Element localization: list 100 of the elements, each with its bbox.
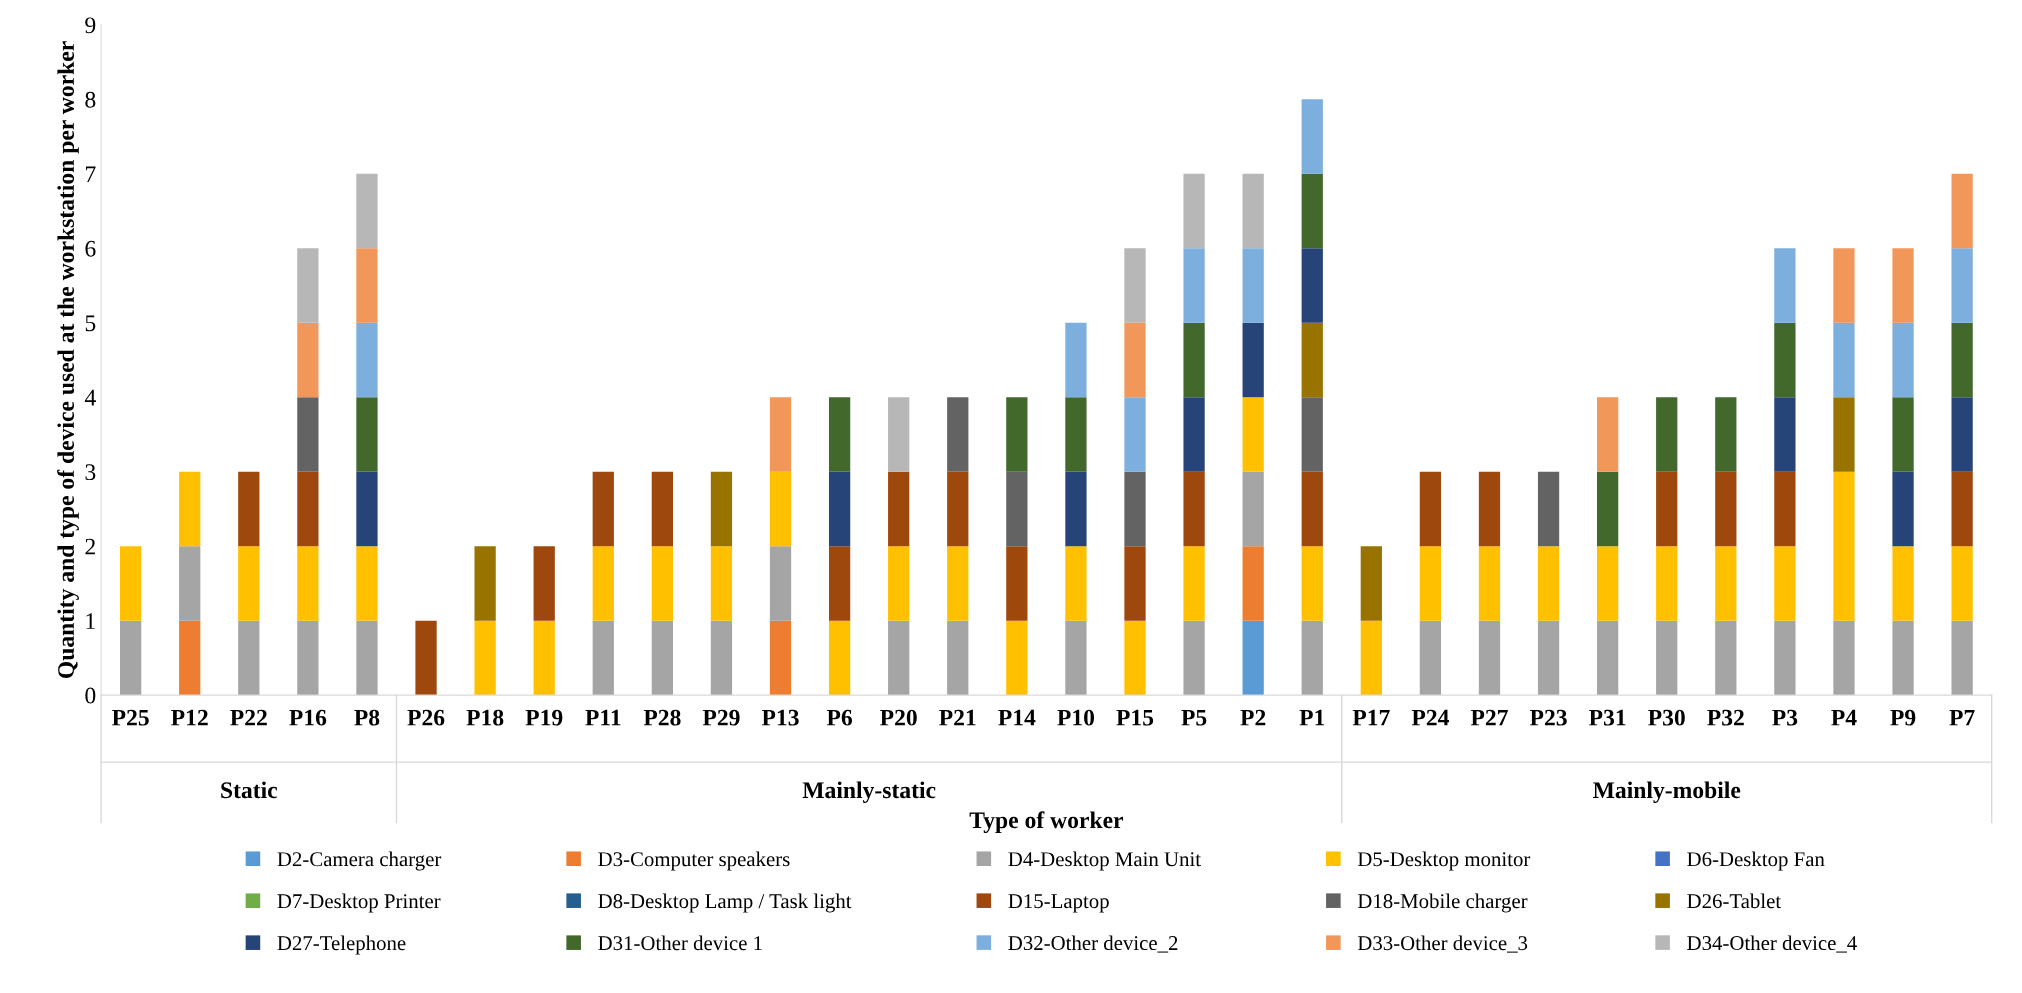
- bar: [1892, 322, 1914, 398]
- bar: [415, 620, 437, 696]
- y-tick-label: 5: [85, 315, 96, 332]
- bar: [1656, 546, 1678, 621]
- bar: [1419, 620, 1442, 696]
- bar: [947, 620, 969, 696]
- x-tick-label: P31: [1589, 709, 1626, 726]
- bar: [1183, 248, 1205, 323]
- bar: [474, 546, 496, 621]
- y-axis-title: Quantity and type of device used at the workstation per worker: [57, 41, 79, 678]
- legend-label: D32-Other device_2: [1008, 935, 1178, 953]
- x-tick-label: P8: [354, 709, 380, 726]
- bar: [533, 620, 555, 696]
- x-tick-label: P24: [1411, 709, 1449, 726]
- x-tick-label: P32: [1707, 709, 1744, 726]
- bar: [1715, 546, 1737, 621]
- bar: [1478, 471, 1501, 547]
- bar: [1183, 397, 1205, 472]
- bar: [1597, 620, 1619, 696]
- x-tick-label: P13: [761, 709, 799, 726]
- bar: [1242, 248, 1264, 323]
- bar: [238, 471, 260, 547]
- bar: [1833, 397, 1855, 472]
- bar: [1597, 546, 1619, 621]
- bar: [1183, 322, 1205, 398]
- bar: [238, 546, 260, 621]
- legend-label: D26-Tablet: [1687, 893, 1782, 909]
- x-tick-label: P25: [112, 709, 149, 726]
- bar: [888, 471, 910, 547]
- bar: [356, 471, 378, 547]
- legend-label: D8-Desktop Lamp / Task light: [598, 893, 852, 913]
- bar: [1774, 397, 1796, 472]
- bar: [1951, 173, 1973, 249]
- bar: [1833, 322, 1855, 398]
- bar: [1065, 322, 1087, 398]
- bar: [1537, 620, 1560, 696]
- x-tick-label: P5: [1181, 709, 1207, 726]
- bar: [1065, 546, 1087, 621]
- x-tick-label: P21: [939, 709, 976, 726]
- bar: [1242, 397, 1264, 472]
- bar: [888, 546, 910, 621]
- legend-label: D31-Other device 1: [598, 935, 762, 951]
- x-tick-label: P15: [1116, 709, 1154, 726]
- text: Mainly-static: [802, 781, 936, 804]
- bar: [1183, 173, 1205, 249]
- bar: [238, 620, 260, 696]
- bar: [651, 620, 673, 696]
- bar: [356, 397, 378, 472]
- bar: [356, 620, 378, 696]
- y-tick-label: 3: [85, 464, 96, 481]
- bar: [474, 620, 496, 696]
- bar: [1301, 546, 1323, 621]
- legend-label: D6-Desktop Fan: [1687, 851, 1825, 871]
- bar: [1833, 620, 1855, 696]
- bar: [1478, 620, 1501, 696]
- x-tick-label: P12: [171, 709, 208, 726]
- bar: [1006, 397, 1028, 472]
- bar: [1537, 471, 1560, 547]
- x-tick-label: P11: [585, 709, 621, 726]
- legend-label: D3-Computer speakers: [598, 851, 790, 871]
- text: Mainly-mobile: [1593, 781, 1741, 804]
- legend-label: D2-Camera charger: [277, 851, 442, 871]
- x-tick-label: P26: [407, 709, 445, 726]
- bar: [1833, 471, 1855, 621]
- bar: [1656, 471, 1678, 547]
- bar: [1951, 471, 1973, 547]
- bar: [297, 546, 319, 621]
- x-tick-label: P30: [1648, 709, 1685, 726]
- bar: [356, 248, 378, 323]
- bar: [769, 546, 792, 621]
- x-tick-label: P3: [1772, 709, 1798, 726]
- bar: [592, 471, 614, 547]
- bar: [356, 322, 378, 398]
- bar: [1656, 620, 1678, 696]
- bar: [1124, 546, 1146, 621]
- bar: [1892, 620, 1914, 696]
- bar: [888, 620, 910, 696]
- x-tick-label: P22: [230, 709, 267, 726]
- bar: [1065, 471, 1087, 547]
- legend-label: D5-Desktop monitor: [1357, 851, 1531, 871]
- bar: [1951, 397, 1973, 472]
- x-tick-label: P4: [1831, 709, 1857, 726]
- bar: [1183, 620, 1205, 696]
- bar: [1301, 248, 1323, 323]
- x-tick-label: P14: [998, 709, 1036, 726]
- bar: [947, 471, 969, 547]
- x-tick-label: P19: [525, 709, 563, 726]
- bar: [1951, 322, 1973, 398]
- bar: [179, 471, 201, 547]
- bar: [710, 546, 733, 621]
- bar: [1301, 471, 1323, 547]
- bar: [179, 620, 201, 696]
- bar: [1774, 620, 1796, 696]
- bar: [1833, 248, 1855, 323]
- bar: [828, 397, 851, 472]
- y-tick-label: 0: [85, 687, 96, 704]
- legend-label: D4-Desktop Main Unit: [1008, 851, 1201, 871]
- bar: [592, 620, 614, 696]
- x-axis-title: Type of worker: [969, 811, 1124, 834]
- bar: [179, 546, 201, 621]
